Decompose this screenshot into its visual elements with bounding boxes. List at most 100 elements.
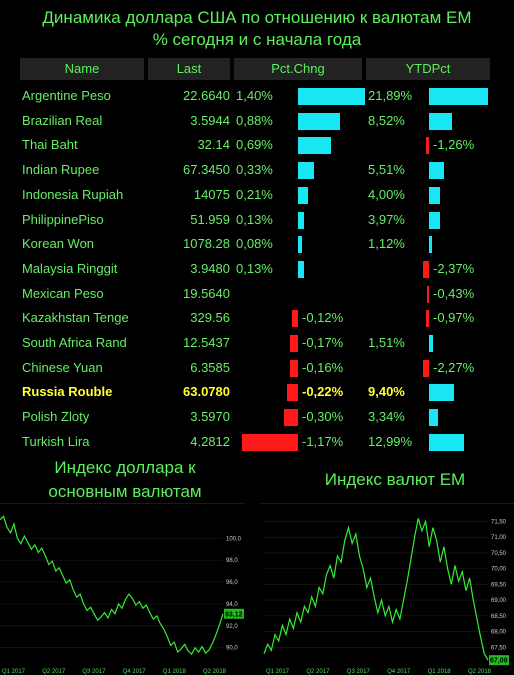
column-header-ytd-pct: YTDPct xyxy=(366,58,490,80)
pct-change-bar xyxy=(298,137,332,155)
last-value: 32.14 xyxy=(197,137,230,153)
ytd-value: -2,27% xyxy=(433,359,475,375)
currency-name: Brazilian Real xyxy=(22,112,103,128)
last-value: 3.9480 xyxy=(190,260,230,276)
y-tick-label: 69,50 xyxy=(491,582,507,588)
last-value: 51.959 xyxy=(190,211,230,227)
y-tick-label: 90,0 xyxy=(226,646,238,652)
pct-change-bar xyxy=(298,236,302,254)
y-tick-label: 70,00 xyxy=(491,567,507,573)
currency-name: Malaysia Ringgit xyxy=(22,260,118,276)
last-value: 14075 xyxy=(193,186,230,202)
x-tick-label: Q2 2018 xyxy=(203,669,227,675)
x-tick-label: Q2 2017 xyxy=(306,669,330,675)
column-header-name: Name xyxy=(20,58,144,80)
x-tick-label: Q3 2017 xyxy=(347,669,371,675)
currency-name: Thai Baht xyxy=(22,137,78,153)
currency-name: Korean Won xyxy=(22,236,95,252)
table-row: Malaysia Ringgit 3.9480 0,13% -2,37% xyxy=(20,257,490,281)
ytd-value: 5,51% xyxy=(368,162,405,178)
table-row: Indian Rupee 67.3450 0,33% 5,51% xyxy=(20,158,490,182)
ytd-bar xyxy=(429,335,434,352)
last-value-marker xyxy=(224,608,244,619)
ytd-value: 4,00% xyxy=(368,186,405,202)
ytd-value: -0,43% xyxy=(433,285,475,301)
last-value: 1078.28 xyxy=(183,236,230,252)
y-tick-label: 94,0 xyxy=(226,602,238,608)
table-row: Chinese Yuan 6.3585 -0,16% -2,27% xyxy=(20,356,490,380)
pct-change-bar xyxy=(298,88,366,105)
ytd-bar xyxy=(429,112,452,130)
pct-change-value: 0,69% xyxy=(236,137,273,153)
ytd-bar xyxy=(429,433,465,451)
x-tick-label: Q2 2017 xyxy=(42,669,66,675)
currency-name: PhilippinePiso xyxy=(22,211,104,227)
ytd-bar xyxy=(425,137,429,155)
x-tick-label: Q4 2017 xyxy=(123,669,147,675)
ytd-bar xyxy=(429,211,440,229)
ytd-value: 12,99% xyxy=(368,433,413,449)
table-row: Russia Rouble 63.0780 -0,22% 9,40% xyxy=(20,380,490,404)
pct-change-value: -1,17% xyxy=(302,433,344,449)
y-tick-label: 70,50 xyxy=(491,551,507,557)
ytd-bar xyxy=(429,409,439,427)
pct-change-value: 1,40% xyxy=(236,88,273,103)
last-value: 12.5437 xyxy=(183,335,230,350)
em-index-chart: 67,50 68,00 68,50 69,00 69,50 70,00 70,50 71,00… xyxy=(260,503,514,675)
ytd-value: 3,34% xyxy=(368,409,405,425)
pct-change-bar xyxy=(241,433,298,451)
chart-title-em-index: Индекс валют ЕМ xyxy=(324,470,466,489)
pct-change-value: 0,21% xyxy=(236,186,273,202)
last-value: 6.3585 xyxy=(190,359,230,375)
ytd-bar xyxy=(429,384,455,402)
dollar-index-chart: 90,0 92,0 94,0 96,0 98,0 100,0 Q1 2017 Q2 2017 Q… xyxy=(0,503,245,675)
currency-name: Polish Zloty xyxy=(22,409,90,425)
y-tick-label: 68,50 xyxy=(491,614,507,620)
pct-change-value: -0,17% xyxy=(302,335,344,350)
last-value: 22.6640 xyxy=(183,88,230,103)
pct-change-bar xyxy=(298,186,309,204)
y-tick-label: 100,0 xyxy=(226,536,242,542)
last-value: 4.2812 xyxy=(190,433,230,449)
pct-change-bar xyxy=(292,310,298,328)
table-row: Turkish Lira 4.2812 -1,17% 12,99% xyxy=(20,430,490,454)
x-tick-label: Q1 2017 xyxy=(266,669,290,675)
chart-title-dollar-index: Индекс доллара к основным валютам xyxy=(48,458,202,501)
pct-change-bar xyxy=(298,211,305,229)
ytd-value: -2,37% xyxy=(433,260,475,276)
pct-change-bar xyxy=(283,409,298,427)
ytd-bar xyxy=(429,162,444,180)
y-tick-label: 96,0 xyxy=(226,580,238,586)
ytd-bar xyxy=(427,285,429,303)
ytd-value: 1,12% xyxy=(368,236,405,252)
pct-change-bar xyxy=(298,112,341,130)
ytd-value: 8,52% xyxy=(368,112,405,128)
ytd-value: 21,89% xyxy=(368,88,413,103)
y-tick-label: 68,00 xyxy=(491,630,507,636)
table-row: South Africa Rand 12.5437 -0,17% 1,51% xyxy=(20,331,490,355)
currency-name: Kazakhstan Tenge xyxy=(22,310,129,326)
pct-change-value: 0,08% xyxy=(236,236,273,252)
dollar-index-chart-svg: 90,0 92,0 94,0 96,0 98,0 100,0 Q1 2017 Q2 2017 Q… xyxy=(0,515,244,675)
x-tick-label: Q2 2018 xyxy=(468,669,492,675)
ytd-value: 3,97% xyxy=(368,211,405,227)
pct-change-bar xyxy=(298,260,305,278)
ytd-bar xyxy=(426,310,429,328)
table-row: Indonesia Rupiah 14075 0,21% 4,00% xyxy=(20,183,490,207)
ytd-bar xyxy=(429,236,433,254)
last-value: 63.0780 xyxy=(183,384,230,400)
pct-change-value: -0,16% xyxy=(302,359,344,375)
ytd-bar xyxy=(429,88,489,105)
x-tick-label: Q1 2018 xyxy=(428,669,452,675)
table-row: Polish Zloty 3.5970 -0,30% 3,34% xyxy=(20,405,490,429)
currency-name: Chinese Yuan xyxy=(22,359,103,375)
table-row: Brazilian Real 3.5944 0,88% 8,52% xyxy=(20,109,490,133)
y-tick-label: 71,00 xyxy=(491,535,507,541)
ytd-value: 1,51% xyxy=(368,335,405,350)
page-title: Динамика доллара США по отношению к валю… xyxy=(42,8,472,27)
series-line xyxy=(0,515,224,656)
last-value-marker xyxy=(489,655,509,666)
table-row: Korean Won 1078.28 0,08% 1,12% xyxy=(20,232,490,256)
page-subtitle: % сегодня и с начала года xyxy=(152,30,362,49)
y-tick-label: 98,0 xyxy=(226,558,238,564)
